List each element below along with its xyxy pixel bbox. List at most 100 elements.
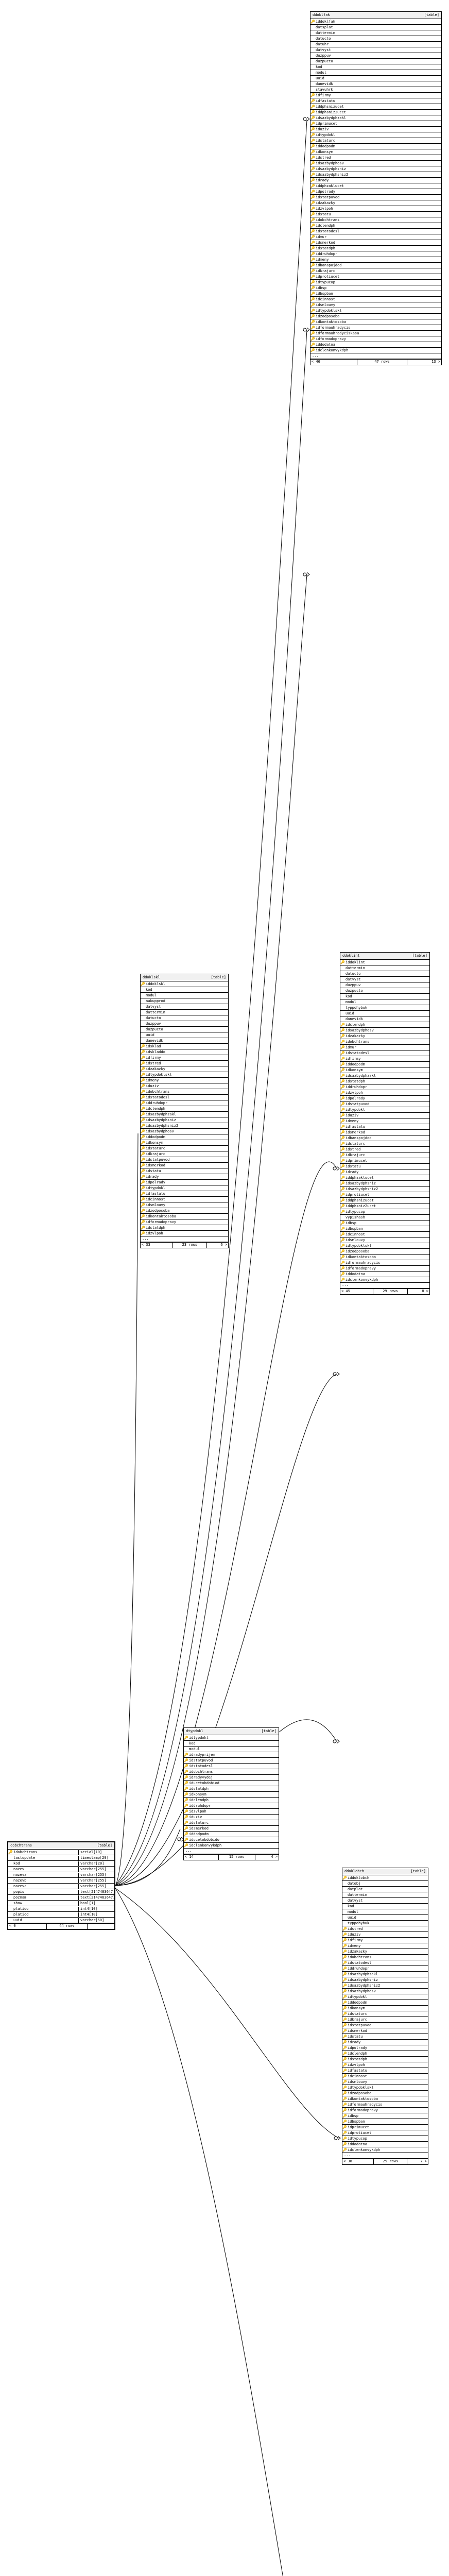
table-row[interactable]: duzpucto: [141, 1027, 228, 1032]
table-box-dtypdokl[interactable]: dtypdokl [table] 🔑 idtypdokl kod modul 🔑 idrady…: [183, 1727, 279, 1860]
table-row[interactable]: 🔑 idkontaktosoba: [141, 1214, 228, 1219]
table-row[interactable]: 🔑 iddoklskl: [141, 981, 228, 987]
table-row[interactable]: danevidk: [310, 81, 441, 87]
table-row[interactable]: 🔑 idstatu: [141, 1168, 228, 1174]
table-row[interactable]: modul: [340, 999, 429, 1005]
table-row[interactable]: 🔑 idrady: [340, 1170, 429, 1175]
table-row[interactable]: 🔑 iddodpodm: [141, 1134, 228, 1140]
table-row[interactable]: kod: [310, 64, 441, 70]
table-row[interactable]: 🔑 idtypdokl: [342, 1994, 428, 2000]
table-row[interactable]: 🔑 idzodposoba: [141, 1208, 228, 1214]
table-row[interactable]: datobj: [342, 1881, 428, 1887]
table-row[interactable]: datvyst: [342, 1898, 428, 1904]
table-row[interactable]: 🔑 idmeny: [310, 257, 441, 263]
table-row[interactable]: 🔑 idclendph: [340, 1022, 429, 1028]
table-row[interactable]: 🔑 idtypdoklskl: [342, 2085, 428, 2091]
table-row[interactable]: datvyst: [340, 977, 429, 982]
table-row[interactable]: 🔑 idprotiucet: [310, 274, 441, 280]
table-row[interactable]: duzpucto: [310, 59, 441, 64]
table-row[interactable]: 🔑 idsmerkod: [310, 240, 441, 246]
table-row[interactable]: 🔑 iddodpodm: [340, 1062, 429, 1067]
table-row[interactable]: 🔑 idskladdo: [141, 1049, 228, 1055]
table-row[interactable]: modul: [184, 1747, 279, 1752]
prev-columns-button[interactable]: < 0: [8, 1924, 47, 1929]
table-row[interactable]: 🔑 idstatu: [310, 212, 441, 217]
table-row[interactable]: 🔑 idtypdokl: [141, 1185, 228, 1191]
table-row[interactable]: 🔑 idsazbydphzakl: [141, 1112, 228, 1117]
table-row[interactable]: 🔑 idstatodesl: [141, 1095, 228, 1100]
table-row[interactable]: 🔑 idclenkonvykdph: [184, 1843, 279, 1849]
table-row[interactable]: 🔑 idsazbydphzakl: [342, 1972, 428, 1977]
table-row[interactable]: modul: [310, 70, 441, 76]
table-row[interactable]: danevidk: [340, 1016, 429, 1022]
table-row[interactable]: 🔑 idstatodesl: [184, 1764, 279, 1769]
table-row[interactable]: 🔑 idcinnost: [340, 1232, 429, 1238]
table-row[interactable]: 🔑 idsazbydphsniz2: [342, 1983, 428, 1989]
table-row[interactable]: 🔑 idpolrady: [141, 1180, 228, 1185]
table-row[interactable]: 🔑 idbsp: [310, 285, 441, 291]
table-row[interactable]: 🔑 idprotiucet: [340, 1192, 429, 1198]
table-row[interactable]: 🔑 idkrajurc: [340, 1153, 429, 1158]
table-row[interactable]: 🔑 idstaturc: [310, 138, 441, 144]
table-row[interactable]: 🔑 idsklad: [141, 1044, 228, 1049]
table-row[interactable]: 🔑 idprimucet: [340, 1158, 429, 1164]
table-row[interactable]: modul: [141, 993, 228, 998]
table-row[interactable]: 🔑 idtypdoklskl: [340, 1243, 429, 1249]
table-row[interactable]: 🔑 idtypucop: [310, 280, 441, 285]
table-row[interactable]: 🔑 idstatdph: [340, 1079, 429, 1084]
table-row[interactable]: danevidk: [141, 1038, 228, 1044]
table-row[interactable]: 🔑 idkonsym: [141, 1140, 228, 1146]
table-row[interactable]: 🔑 idobchtrans: [310, 217, 441, 223]
table-row[interactable]: 🔑 idclenkonvykdph: [310, 348, 441, 353]
table-row[interactable]: 🔑 idsazbydphsniz: [310, 166, 441, 172]
table-row[interactable]: 🔑 idstaturc: [342, 2011, 428, 2017]
table-row[interactable]: 🔑 iddruhdopr: [310, 251, 441, 257]
table-row[interactable]: 🔑 idobchtrans: [342, 1955, 428, 1960]
table-row[interactable]: 🔑 idmeny: [340, 1118, 429, 1124]
table-row[interactable]: 🔑 idobchtrans: [184, 1769, 279, 1775]
table-row[interactable]: 🔑 idstatpuvod: [141, 1157, 228, 1163]
table-row[interactable]: 🔑 idbanspojdod: [340, 1136, 429, 1141]
table-row[interactable]: 🔑 idstatpuvod: [342, 2023, 428, 2028]
table-box-ddoklobch[interactable]: ddoklobch [table] 🔑 iddoklobch datobj datplat…: [342, 1868, 428, 2165]
table-row[interactable]: nazeva varchar[255]: [8, 1872, 114, 1878]
next-columns-button[interactable]: 6 >: [220, 1243, 227, 1247]
table-header-ddoklfak[interactable]: ddoklfak [table]: [310, 12, 441, 19]
table-row[interactable]: 🔑 idstatodesl: [310, 229, 441, 234]
table-row[interactable]: 🔑 idstatpuvod: [184, 1758, 279, 1764]
table-row[interactable]: poznam text[2147483647]: [8, 1895, 114, 1901]
table-row[interactable]: 🔑 idclenkonvykdph: [340, 1277, 429, 1283]
table-row[interactable]: 🔑 idfastatu: [342, 2068, 428, 2074]
table-row[interactable]: 🔑 idsmerkod: [340, 1130, 429, 1136]
table-row[interactable]: 🔑 idzakazky: [342, 1949, 428, 1955]
table-row[interactable]: 🔑 idtypdokl: [340, 1107, 429, 1113]
table-row[interactable]: 🔑 idclenkonvykdph: [342, 2147, 428, 2153]
table-row[interactable]: 🔑 idstatpuvod: [310, 195, 441, 200]
table-row[interactable]: 🔑 idkonsym: [342, 2006, 428, 2011]
table-row[interactable]: duzppuv: [141, 1021, 228, 1027]
table-row[interactable]: 🔑 idsazbydphzakl: [340, 1073, 429, 1079]
prev-columns-button[interactable]: < 14: [184, 1855, 219, 1860]
table-row[interactable]: nazevc varchar[255]: [8, 1884, 114, 1889]
table-row[interactable]: 🔑 idfirmy: [141, 1055, 228, 1061]
table-row[interactable]: 🔑 idstatpuvod: [340, 1101, 429, 1107]
table-row[interactable]: 🔑 idkontaktosoba: [310, 319, 441, 325]
table-row[interactable]: 🔑 idzvlpoh: [340, 1090, 429, 1096]
table-row[interactable]: 🔑 idsmlouvy: [340, 1238, 429, 1243]
table-row[interactable]: 🔑 idbsp: [340, 1221, 429, 1226]
table-row[interactable]: 🔑 iduziv: [342, 1932, 428, 1938]
table-row[interactable]: 🔑 idkonsym: [340, 1067, 429, 1073]
table-row[interactable]: kod: [184, 1741, 279, 1747]
table-row[interactable]: 🔑 iduziv: [340, 1113, 429, 1118]
table-row[interactable]: 🔑 idpolrady: [340, 1096, 429, 1101]
table-row[interactable]: duzppuv: [340, 982, 429, 988]
prev-columns-button[interactable]: < 46: [310, 360, 358, 365]
table-row[interactable]: 🔑 idsazbydphosv: [340, 1028, 429, 1033]
table-row[interactable]: 🔑 idsazbydphzakl: [310, 115, 441, 121]
table-row[interactable]: 🔑 iddodatna: [310, 342, 441, 348]
table-row[interactable]: 🔑 iduziv: [184, 1815, 279, 1820]
table-row[interactable]: 🔑 idcinnost: [141, 1197, 228, 1202]
table-row[interactable]: datucto: [340, 971, 429, 977]
table-row[interactable]: 🔑 idtypdoklskl: [310, 308, 441, 314]
table-row[interactable]: nakupprod: [141, 998, 228, 1004]
